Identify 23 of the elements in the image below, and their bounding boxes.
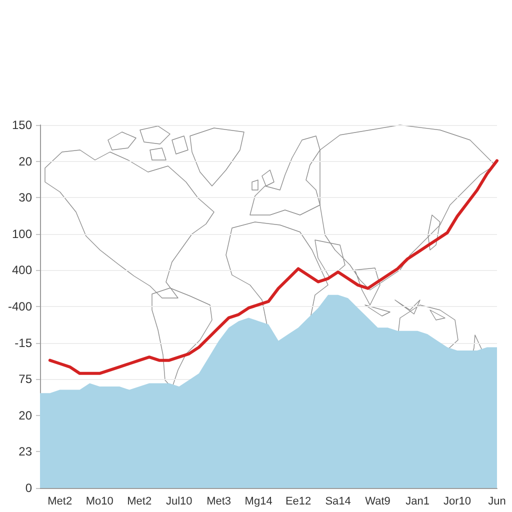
text: 20 bbox=[18, 408, 32, 422]
text: 20 bbox=[18, 154, 32, 168]
text: -400 bbox=[8, 300, 32, 314]
x-tick-label: Ee12 bbox=[285, 496, 312, 508]
x-tick-label: Met2 bbox=[127, 496, 152, 508]
x-tick-label: Mg14 bbox=[244, 496, 272, 508]
text: 0 bbox=[25, 481, 32, 495]
x-tick-label: Jan1 bbox=[406, 496, 430, 508]
x-tick-label: Wat9 bbox=[365, 496, 390, 508]
x-tick-label: Mo10 bbox=[86, 496, 114, 508]
text: 100 bbox=[12, 226, 32, 241]
text: 150 bbox=[12, 118, 32, 132]
x-tick-label: Jun bbox=[488, 496, 506, 508]
text: 30 bbox=[18, 190, 32, 205]
x-tick-label: Sa14 bbox=[325, 496, 351, 508]
text: 75 bbox=[18, 372, 32, 386]
x-tick-label: Met3 bbox=[206, 496, 232, 508]
text: 23 bbox=[18, 444, 32, 459]
text: 400 bbox=[12, 263, 32, 278]
x-tick-label: Met2 bbox=[48, 496, 72, 508]
text: -15 bbox=[14, 336, 32, 350]
x-tick-label: Jor10 bbox=[443, 496, 472, 508]
x-tick-label: Jul10 bbox=[166, 496, 192, 508]
